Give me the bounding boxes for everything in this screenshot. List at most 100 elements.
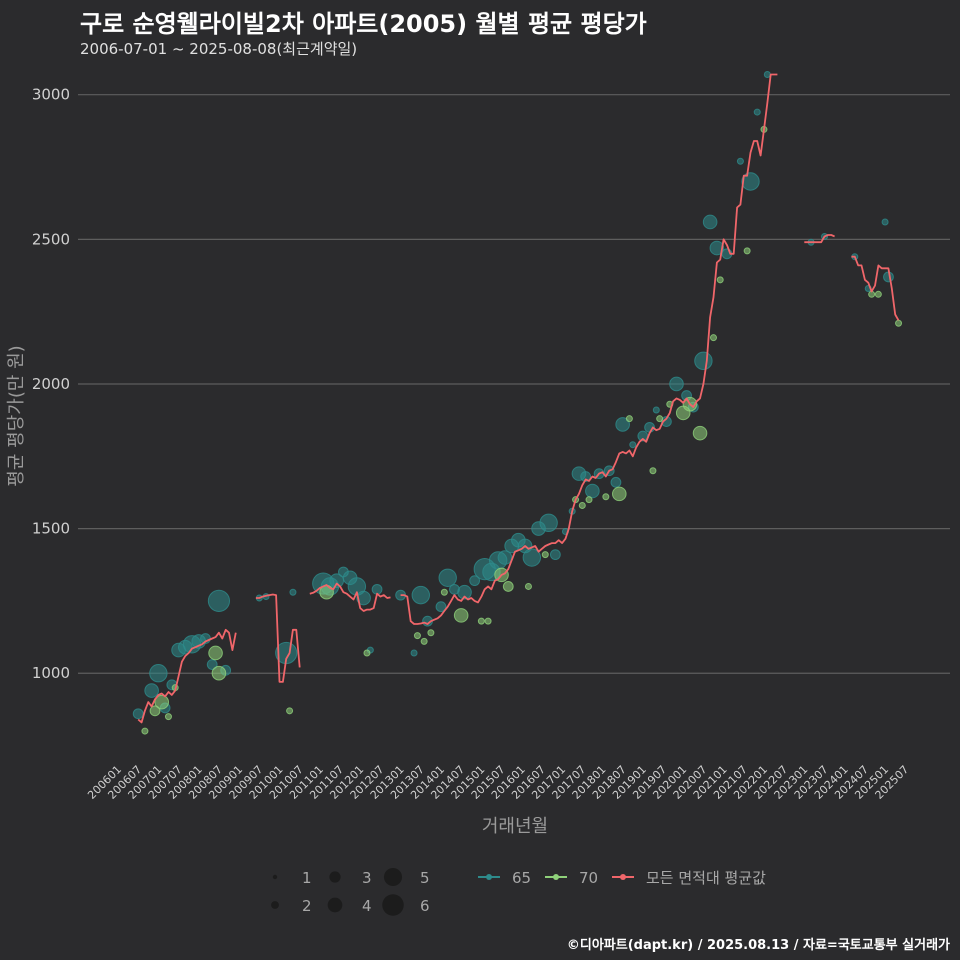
y-tick-label: 1000 <box>32 664 70 682</box>
point-65 <box>549 549 561 561</box>
average-line <box>137 73 900 724</box>
point-70 <box>420 637 428 645</box>
point-70 <box>656 415 664 423</box>
size-legend-label: 2 <box>302 897 312 915</box>
color-legend-label: 65 <box>512 869 531 887</box>
point-65 <box>539 513 558 533</box>
point-70 <box>211 665 227 681</box>
point-65 <box>371 583 383 595</box>
color-legend-dot <box>620 874 626 880</box>
point-70 <box>440 588 448 596</box>
point-70 <box>427 629 435 637</box>
x-axis-title: 거래년월 <box>482 816 548 837</box>
point-65 <box>881 218 889 226</box>
point-70 <box>716 276 724 284</box>
point-70 <box>524 582 532 590</box>
point-70 <box>363 649 371 657</box>
y-tick-label: 2000 <box>32 375 70 393</box>
average-line-segment <box>137 628 237 724</box>
point-70 <box>602 493 610 501</box>
average-line-segment <box>804 234 835 244</box>
point-65 <box>144 683 159 698</box>
y-axis-title: 평균 평당가(만 원) <box>6 345 27 486</box>
y-tick-label: 1500 <box>32 520 70 538</box>
color-legend-label: 70 <box>579 869 598 887</box>
point-65 <box>522 548 542 567</box>
point-65 <box>709 240 725 256</box>
chart-title: 구로 순영웰라이빌2차 아파트(2005) 월별 평균 평당가 <box>80 10 647 38</box>
point-70 <box>541 551 549 559</box>
source-caption: ©디아파트(dapt.kr) / 2025.08.13 / 자료=국토교통부 실… <box>566 938 950 953</box>
point-70 <box>413 632 421 640</box>
point-65 <box>132 708 144 720</box>
x-axis-ticks: 2006012006072007012007072008012008072009… <box>85 763 911 802</box>
size-legend-dot <box>383 867 403 887</box>
size-legend-label: 1 <box>302 869 312 887</box>
point-65 <box>615 417 630 432</box>
point-65 <box>356 590 371 606</box>
size-legend-dot <box>272 874 278 880</box>
point-70 <box>743 247 751 255</box>
point-70 <box>154 694 170 710</box>
point-65 <box>469 575 481 587</box>
y-tick-label: 2500 <box>32 230 70 248</box>
average-line-segment <box>400 73 778 625</box>
point-70 <box>578 501 586 509</box>
point-65 <box>702 214 718 230</box>
point-70 <box>692 425 708 441</box>
point-70 <box>649 467 657 475</box>
point-70 <box>453 608 469 623</box>
point-65 <box>497 550 513 565</box>
size-legend: 1 2 3 4 5 6 <box>271 867 430 916</box>
point-65 <box>610 476 622 488</box>
series-65-points <box>132 70 894 720</box>
point-65 <box>438 568 457 587</box>
color-legend-dot <box>486 874 492 880</box>
chart-subtitle: 2006-07-01 ~ 2025-08-08(최근계약일) <box>80 40 358 58</box>
point-65 <box>206 659 218 670</box>
point-65 <box>669 376 684 392</box>
size-legend-label: 4 <box>362 897 372 915</box>
point-65 <box>289 588 297 596</box>
point-65 <box>652 406 660 414</box>
point-70 <box>502 581 514 592</box>
color-legend: 65 70 모든 면적대 평균값 <box>478 869 766 887</box>
point-65 <box>585 483 600 499</box>
point-65 <box>207 589 231 613</box>
point-65 <box>149 664 168 683</box>
point-70 <box>710 334 717 342</box>
point-70 <box>286 707 294 715</box>
size-legend-dot <box>382 894 404 916</box>
average-line-segment <box>255 593 301 683</box>
size-legend-dot <box>329 871 341 883</box>
average-line-segment <box>851 255 900 321</box>
point-70 <box>484 617 492 625</box>
average-line-segment <box>309 582 391 612</box>
point-65 <box>753 108 761 116</box>
grid-lines <box>78 94 950 674</box>
size-legend-label: 5 <box>420 869 430 887</box>
y-axis-ticks: 1000 1500 2000 2500 3000 <box>32 86 70 683</box>
series-70-points <box>141 125 903 735</box>
point-65 <box>580 471 592 482</box>
size-legend-label: 6 <box>420 897 430 915</box>
size-legend-dot <box>327 897 343 913</box>
point-65 <box>694 351 713 371</box>
size-legend-dot <box>271 901 279 909</box>
color-legend-label: 모든 면적대 평균값 <box>646 869 766 887</box>
point-65 <box>629 441 637 449</box>
point-70 <box>208 645 223 661</box>
point-70 <box>874 290 882 298</box>
point-65 <box>457 584 472 600</box>
point-70 <box>895 319 903 327</box>
point-65 <box>410 649 418 657</box>
point-70 <box>149 705 161 717</box>
point-70 <box>164 713 172 721</box>
point-65 <box>736 157 744 165</box>
point-70 <box>611 486 627 502</box>
color-legend-dot <box>553 874 559 880</box>
point-70 <box>477 617 485 625</box>
point-70 <box>141 727 149 735</box>
point-70 <box>585 496 593 504</box>
